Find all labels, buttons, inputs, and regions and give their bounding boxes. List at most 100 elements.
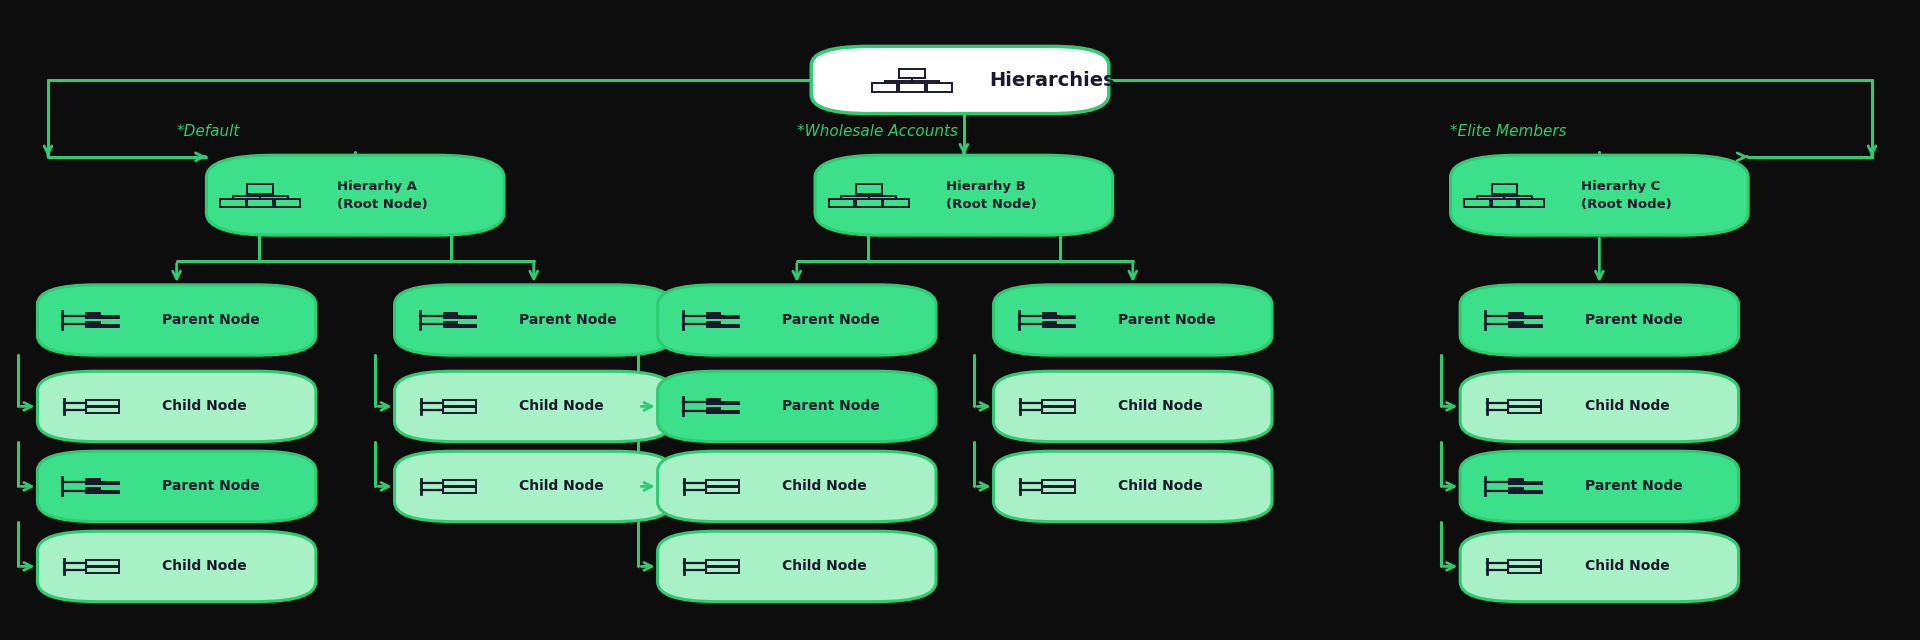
Bar — [707, 567, 739, 573]
Bar — [1043, 487, 1075, 493]
Bar — [707, 410, 741, 415]
FancyBboxPatch shape — [38, 531, 315, 602]
Bar — [856, 184, 881, 194]
Bar — [1041, 324, 1075, 328]
Bar — [84, 324, 119, 328]
Bar — [1507, 321, 1524, 324]
Text: *Elite Members: *Elite Members — [1450, 124, 1567, 139]
Text: Parent Node: Parent Node — [1584, 479, 1682, 493]
Text: Hierarhy A
(Root Node): Hierarhy A (Root Node) — [338, 180, 428, 211]
FancyBboxPatch shape — [1452, 156, 1747, 236]
FancyBboxPatch shape — [657, 371, 935, 442]
Bar — [1507, 481, 1542, 486]
Bar — [899, 68, 925, 79]
FancyBboxPatch shape — [396, 285, 674, 355]
Bar — [442, 314, 476, 319]
Bar — [86, 400, 119, 406]
Bar — [707, 314, 741, 319]
FancyBboxPatch shape — [995, 371, 1271, 442]
Bar — [707, 480, 739, 486]
Bar — [1507, 312, 1524, 315]
FancyBboxPatch shape — [814, 156, 1114, 236]
Bar — [707, 398, 722, 401]
Bar — [84, 312, 100, 315]
FancyBboxPatch shape — [38, 285, 315, 355]
Bar — [444, 407, 476, 413]
Bar — [84, 488, 100, 490]
Bar — [1043, 400, 1075, 406]
Bar — [444, 480, 476, 486]
Bar — [275, 198, 300, 207]
FancyBboxPatch shape — [995, 285, 1271, 355]
Text: Hierarchies: Hierarchies — [989, 70, 1114, 90]
Bar — [1507, 324, 1542, 328]
Bar — [1043, 480, 1075, 486]
Bar — [1492, 198, 1517, 207]
Bar — [707, 487, 739, 493]
Text: Parent Node: Parent Node — [518, 313, 616, 327]
Bar — [856, 198, 881, 207]
Text: Parent Node: Parent Node — [783, 313, 879, 327]
FancyBboxPatch shape — [657, 285, 935, 355]
Bar — [707, 560, 739, 566]
Bar — [442, 312, 459, 315]
FancyBboxPatch shape — [657, 451, 935, 522]
Text: Hierarhy B
(Root Node): Hierarhy B (Root Node) — [945, 180, 1037, 211]
FancyBboxPatch shape — [38, 451, 315, 522]
Bar — [442, 324, 476, 328]
Text: Child Node: Child Node — [518, 479, 605, 493]
FancyBboxPatch shape — [1459, 371, 1740, 442]
Text: Child Node: Child Node — [1117, 479, 1204, 493]
Bar — [1465, 198, 1490, 207]
Text: Child Node: Child Node — [1117, 399, 1204, 413]
Bar — [84, 314, 119, 319]
Bar — [707, 408, 722, 410]
FancyBboxPatch shape — [1459, 531, 1740, 602]
Bar — [248, 198, 273, 207]
Bar — [221, 198, 246, 207]
Bar — [1492, 184, 1517, 194]
Bar — [1507, 479, 1524, 481]
Bar — [1041, 312, 1056, 315]
Text: Parent Node: Parent Node — [1117, 313, 1215, 327]
Bar — [84, 321, 100, 324]
Text: Child Node: Child Node — [783, 479, 868, 493]
Text: *Wholesale Accounts: *Wholesale Accounts — [797, 124, 958, 139]
Text: *Default: *Default — [177, 124, 240, 139]
Bar — [872, 83, 897, 92]
Text: Child Node: Child Node — [783, 559, 868, 573]
Text: Parent Node: Parent Node — [161, 479, 259, 493]
Bar — [86, 567, 119, 573]
FancyBboxPatch shape — [657, 531, 935, 602]
FancyBboxPatch shape — [995, 451, 1271, 522]
Bar — [1509, 400, 1542, 406]
Bar — [86, 407, 119, 413]
Bar — [1507, 488, 1524, 490]
FancyBboxPatch shape — [1459, 451, 1740, 522]
Bar — [84, 479, 100, 481]
Text: Parent Node: Parent Node — [783, 399, 879, 413]
FancyBboxPatch shape — [396, 371, 674, 442]
Bar — [442, 321, 459, 324]
Bar — [444, 487, 476, 493]
Bar — [707, 321, 722, 324]
Text: Child Node: Child Node — [161, 559, 248, 573]
Bar — [1509, 407, 1542, 413]
Bar — [829, 198, 854, 207]
Bar — [84, 490, 119, 495]
Bar — [1041, 314, 1075, 319]
FancyBboxPatch shape — [207, 156, 503, 236]
FancyBboxPatch shape — [810, 47, 1110, 114]
Text: Child Node: Child Node — [518, 399, 605, 413]
Bar — [707, 312, 722, 315]
Text: Child Node: Child Node — [1584, 399, 1670, 413]
Bar — [1507, 314, 1542, 319]
Bar — [86, 560, 119, 566]
Bar — [1509, 567, 1542, 573]
Bar — [444, 400, 476, 406]
Bar — [1509, 560, 1542, 566]
Bar — [248, 184, 273, 194]
Bar — [707, 324, 741, 328]
Bar — [1043, 407, 1075, 413]
Bar — [1519, 198, 1544, 207]
